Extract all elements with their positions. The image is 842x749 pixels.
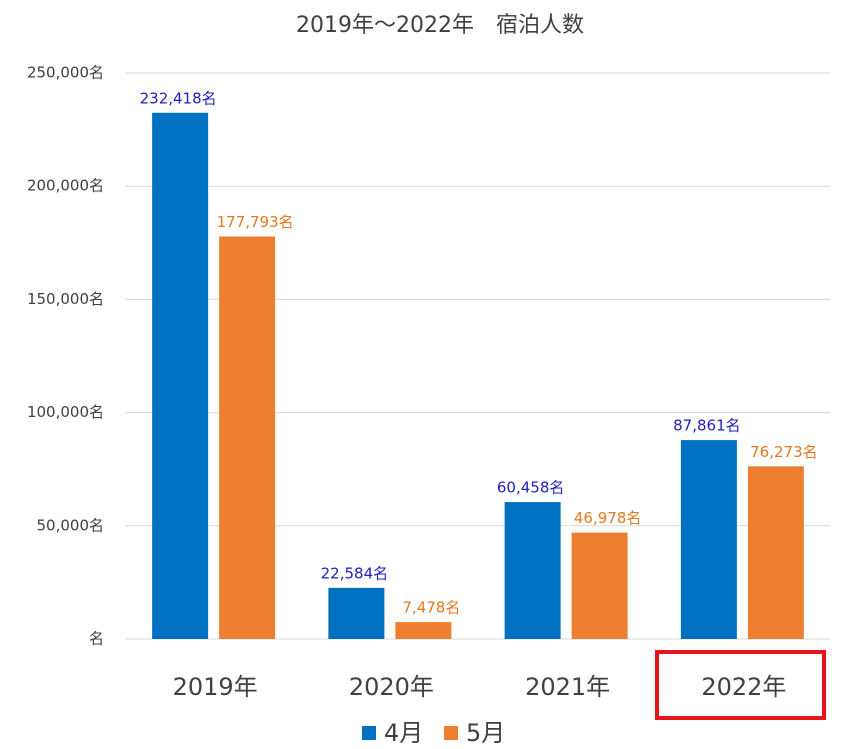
bar xyxy=(747,466,804,639)
value-label: 7,478名 xyxy=(402,599,460,617)
bar xyxy=(328,587,385,639)
bar xyxy=(504,502,561,639)
bar xyxy=(680,440,737,639)
legend-label: 5月 xyxy=(466,719,505,747)
value-label: 232,418名 xyxy=(140,89,217,107)
value-label: 87,861名 xyxy=(673,417,741,435)
value-label: 46,978名 xyxy=(574,509,642,527)
y-tick-label: 名 xyxy=(89,630,104,648)
bar xyxy=(152,112,209,639)
chart-title: 2019年〜2022年 宿泊人数 xyxy=(296,13,584,38)
y-tick-label: 200,000名 xyxy=(27,177,104,195)
value-label: 22,584名 xyxy=(321,564,389,582)
highlight-box xyxy=(655,650,826,720)
legend-label: 4月 xyxy=(384,719,423,747)
y-tick-label: 50,000名 xyxy=(37,516,105,534)
bar xyxy=(395,622,452,639)
x-tick-label: 2019年 xyxy=(173,673,258,701)
bar xyxy=(219,236,276,639)
x-tick-label: 2020年 xyxy=(349,673,434,701)
x-tick-label: 2022年 xyxy=(701,673,786,701)
legend-swatch xyxy=(362,726,376,740)
value-label: 177,793名 xyxy=(217,213,294,231)
value-label: 60,458名 xyxy=(497,479,565,497)
x-tick-label: 2021年 xyxy=(525,673,610,701)
y-tick-label: 150,000名 xyxy=(27,290,104,308)
y-tick-label: 250,000名 xyxy=(27,64,104,82)
value-label: 76,273名 xyxy=(750,443,818,461)
y-tick-label: 100,000名 xyxy=(27,403,104,421)
bar xyxy=(571,532,628,639)
legend-swatch xyxy=(444,726,458,740)
